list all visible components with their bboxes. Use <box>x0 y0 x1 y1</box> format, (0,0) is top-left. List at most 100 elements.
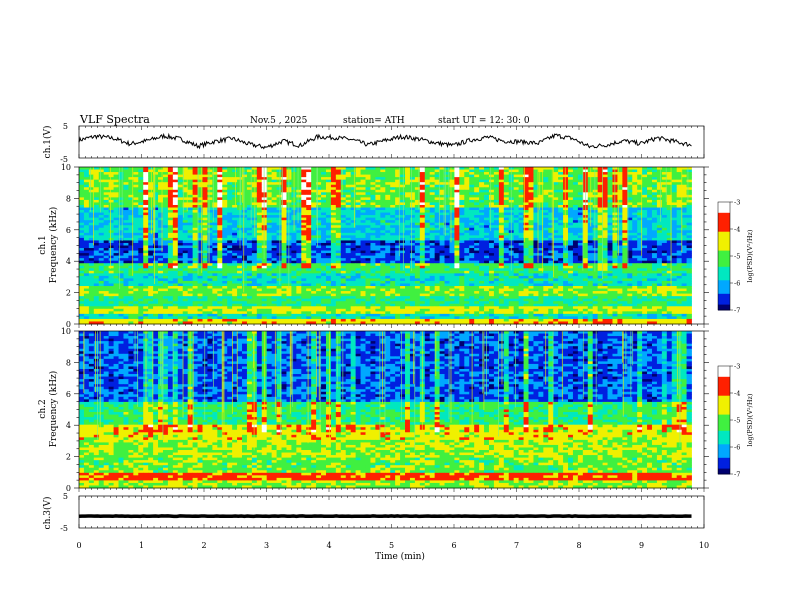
spectrogram-cell <box>311 202 317 206</box>
spectrogram-cell <box>444 212 450 216</box>
spectrogram-cell <box>572 215 579 219</box>
spectrogram-cell <box>632 232 638 236</box>
spectrogram-cell <box>607 212 613 216</box>
spectrogram-cell <box>138 167 144 170</box>
spectrogram-cell <box>355 230 361 234</box>
spectrogram-cell <box>444 253 450 257</box>
spectrogram-cell <box>563 207 569 211</box>
spectrogram-cell <box>444 250 450 254</box>
spectrogram-cell <box>162 172 169 175</box>
spectrogram-cell <box>316 212 322 216</box>
spectrogram-cell <box>449 197 455 201</box>
spectrogram-cell <box>395 169 401 173</box>
spectrogram-cell <box>316 192 322 196</box>
spectrogram-cell <box>405 263 411 267</box>
spectrogram-cell <box>493 220 500 224</box>
spectrogram-cell <box>602 253 608 257</box>
spectrogram-cell <box>296 255 302 259</box>
spectrogram-cell <box>622 253 628 257</box>
spectrogram-cell <box>222 192 228 196</box>
spectrogram-cell <box>187 232 194 236</box>
spectrogram-cell <box>177 245 184 249</box>
spectrogram-cell <box>271 187 277 191</box>
spectrogram-cell <box>538 207 544 211</box>
spectrogram-cell <box>172 179 179 183</box>
spectrogram-cell <box>498 232 505 236</box>
spectrogram-cell <box>479 255 485 259</box>
spectrogram-cell <box>79 189 85 193</box>
spectrogram-cell <box>340 169 347 173</box>
spectrogram-cell <box>666 230 673 234</box>
spectrogram-cell <box>335 255 342 259</box>
spectrogram-cell <box>138 225 144 229</box>
spectrogram-cell <box>242 220 248 224</box>
spectrogram-cell <box>350 255 357 259</box>
spectrogram-cell <box>543 184 549 188</box>
spectrogram-cell <box>666 194 673 198</box>
spectrogram-cell <box>98 172 105 175</box>
spectrogram-cell <box>148 258 154 262</box>
spectrogram-cell <box>558 222 564 226</box>
spectrogram-cell <box>548 240 554 244</box>
spectrogram-cell <box>276 263 282 267</box>
spectrogram-cell <box>355 215 361 219</box>
spectrogram-cell <box>256 199 263 203</box>
spectrogram-cell <box>148 197 154 201</box>
spectrogram-cell <box>88 177 95 181</box>
spectrogram-cell <box>128 202 134 206</box>
spectrogram-cell <box>419 255 426 259</box>
spectrogram-cell <box>182 263 189 267</box>
spectrogram-cell <box>523 184 529 188</box>
spectrogram-cell <box>113 197 119 201</box>
spectrogram-cell <box>182 227 189 231</box>
spectrogram-cell <box>143 235 149 239</box>
spectrogram-cell <box>266 253 273 257</box>
spectrogram-cell <box>118 179 124 183</box>
spectrogram-cell <box>301 242 307 246</box>
spectrogram-cell <box>79 184 85 188</box>
spectrogram-cell <box>212 197 218 201</box>
spectrogram-cell <box>350 192 357 196</box>
spectrogram-cell <box>340 207 347 211</box>
spectrogram-cell <box>148 248 154 251</box>
spectrogram-cell <box>548 202 554 206</box>
spectrogram-cell <box>622 197 628 201</box>
spectrogram-cell <box>454 197 460 201</box>
spectrogram-cell <box>83 169 90 173</box>
spectrogram-cell <box>301 222 307 226</box>
spectrogram-cell <box>587 235 594 239</box>
spectrogram-cell <box>449 232 455 236</box>
spectrogram-cell <box>647 210 653 213</box>
spectrogram-cell <box>390 217 396 221</box>
spectrogram-cell <box>637 232 643 236</box>
spectrogram-cell <box>444 199 450 203</box>
spectrogram-cell <box>424 194 431 198</box>
spectrogram-cell <box>632 227 638 231</box>
spectrogram-cell <box>454 174 460 178</box>
spectrogram-cell <box>271 197 277 201</box>
spectrogram-cell <box>217 192 223 196</box>
spectrogram-cell <box>498 245 505 249</box>
spectrogram-cell <box>597 253 603 257</box>
spectrogram-cell <box>607 237 613 241</box>
spectrogram-cell <box>325 255 332 259</box>
spectrogram-cell <box>568 260 574 264</box>
spectrogram-cell <box>405 220 411 224</box>
spectrogram-cell <box>558 237 564 241</box>
spectrogram-cell <box>676 242 683 246</box>
spectrogram-cell <box>222 227 228 231</box>
spectrogram-cell <box>419 248 426 251</box>
spectrogram-cell <box>108 215 114 219</box>
spectrogram-cell <box>498 222 505 226</box>
spectrogram-cell <box>676 232 683 236</box>
spectrogram-cell <box>582 230 589 234</box>
spectrogram-cell <box>355 207 361 211</box>
spectrogram-cell <box>355 210 361 213</box>
spectrogram-cell <box>543 167 549 170</box>
spectrogram-cell <box>370 253 376 257</box>
spectrogram-cell <box>355 240 361 244</box>
spectrogram-cell <box>217 255 223 259</box>
spectrogram-cell <box>133 184 139 188</box>
spectrogram-cell <box>271 169 277 173</box>
spectrogram-cell <box>439 230 445 234</box>
